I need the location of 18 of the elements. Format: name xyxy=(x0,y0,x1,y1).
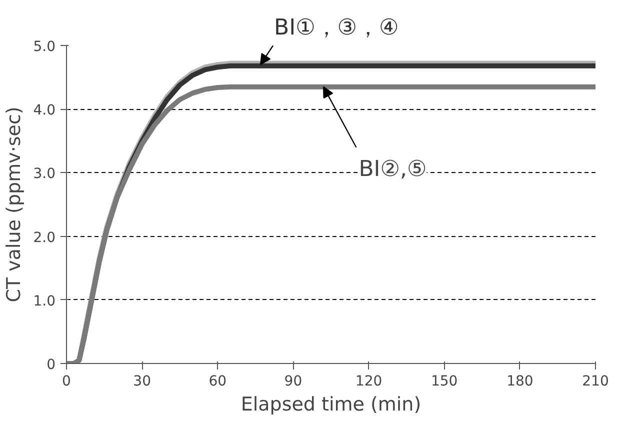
y-tick-label: 0 xyxy=(46,357,56,373)
y-axis-title: CT value (ppmv·sec) xyxy=(3,106,26,302)
x-tick-label: 210 xyxy=(582,374,609,390)
x-tick-label: 180 xyxy=(506,374,534,390)
y-tick-label: 2.0 xyxy=(33,230,56,246)
x-tick-label: 150 xyxy=(430,374,458,390)
y-tick-label: 3.0 xyxy=(33,166,56,182)
x-tick-label: 120 xyxy=(355,374,382,390)
annotation: BI①，③，④ xyxy=(274,16,399,40)
y-tick-label: 1.0 xyxy=(33,293,56,310)
x-axis-title: Elapsed time (min) xyxy=(240,394,422,416)
y-tick-label: 5.0 xyxy=(33,39,56,55)
x-tick-label: 30 xyxy=(133,374,151,390)
x-tick-label: 90 xyxy=(284,374,302,390)
y-tick-label: 4.0 xyxy=(33,102,56,119)
x-tick-label: 60 xyxy=(208,374,227,390)
annotation: BI②,⑤ xyxy=(358,157,427,182)
x-tick-label: 0 xyxy=(62,374,71,390)
